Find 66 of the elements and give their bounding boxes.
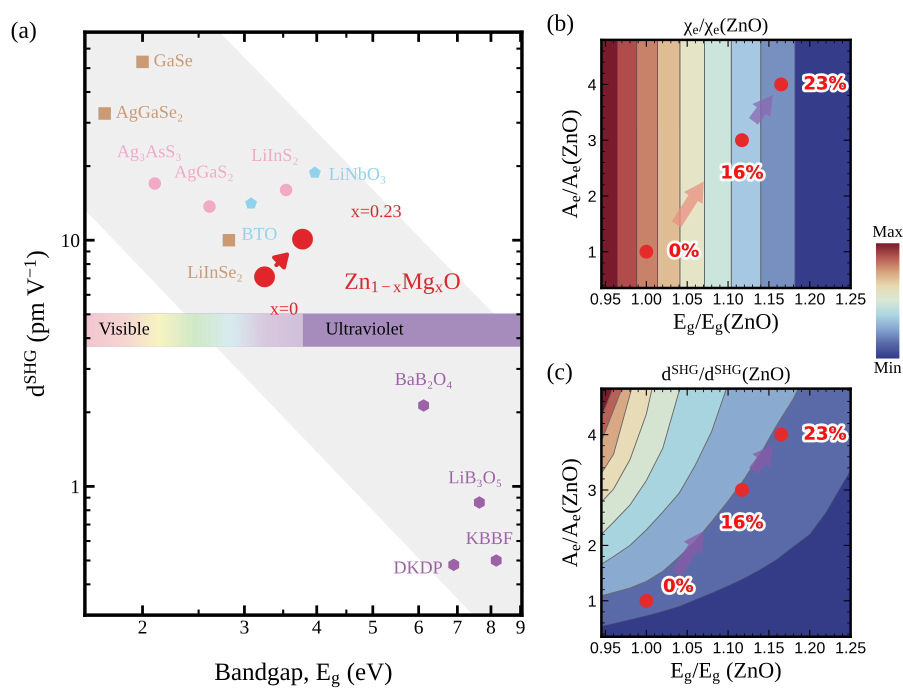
annotation: Ag₃AsS₃: [117, 145, 181, 162]
y-tick-label: 3: [588, 134, 596, 146]
chart-title: χ$_{e}$/χ$_{e}$(ZnO): [684, 18, 768, 36]
x-tick-label: 7: [454, 620, 462, 634]
band-label: Ultraviolet: [326, 322, 404, 335]
annotation: LiInSe₂: [188, 266, 242, 282]
y-tick-label: 4: [588, 429, 596, 440]
annotation: 0%: [664, 578, 694, 592]
x-axis-title: E$_{g}$/E$_{g}$(ZnO): [674, 313, 778, 336]
x-tick-label: 1.10: [714, 642, 743, 654]
x-tick-label: 0.95: [590, 293, 620, 305]
y-tick-label: 10: [62, 234, 80, 248]
annotation: BTO: [242, 228, 277, 240]
x-tick-label: 9: [516, 620, 525, 634]
x-tick-label: 4: [312, 620, 322, 634]
x-tick-label: 1.05: [672, 642, 702, 654]
x-tick-label: 1.25: [836, 293, 866, 305]
y-tick-label: 1: [72, 480, 79, 494]
x-tick-label: 6: [414, 620, 423, 634]
x-tick-label: 1.10: [714, 293, 743, 305]
x-tick-label: 2: [138, 620, 146, 634]
annotation: KBBF: [466, 532, 512, 544]
annotation: 23%: [804, 76, 846, 90]
y-tick-label: 1: [588, 596, 596, 607]
y-tick-label: 2: [588, 190, 596, 202]
x-tick-label: 1.20: [795, 642, 825, 654]
annotation: Visible: [98, 322, 150, 335]
text: Max: [872, 226, 903, 238]
y-tick-label: 1: [588, 246, 596, 258]
y-tick-label: 4: [588, 79, 596, 90]
x-tick-label: 1.25: [836, 642, 866, 654]
x-tick-label: 5: [369, 620, 377, 634]
x-tick-label: 1.00: [632, 642, 662, 654]
x-tick-label: 1.15: [754, 293, 784, 305]
y-axis-title: A$_{e}$/A$_{e}$(ZnO): [562, 459, 582, 568]
x-tick-label: 1.15: [754, 642, 784, 654]
annotation: LiB₃O₅: [448, 471, 502, 487]
x-tick-label: 1.20: [795, 293, 825, 305]
annotation: x=0: [270, 302, 298, 315]
annotation: x=0.23: [350, 205, 401, 218]
annotation: DKDP: [394, 562, 442, 574]
y-tick-label: 2: [588, 540, 596, 552]
text: Min: [874, 362, 902, 373]
text: (b): [548, 14, 574, 36]
y-axis-title: d$^{SHG}$ (pm V$^{−1}$): [24, 251, 50, 396]
x-axis-title: Bandgap, E$_{g}$ (eV): [215, 662, 392, 688]
annotation: BaB₂O₄: [395, 372, 452, 389]
series-label: Zn$_{1−x}$Mg$_{x}$O: [345, 273, 460, 294]
annotation: AgGaS₂: [174, 166, 233, 182]
text: (a): [12, 21, 36, 43]
x-tick-label: 1.00: [632, 293, 662, 305]
annotation: AgGaSe₂: [116, 106, 182, 122]
y-tick-label: 3: [588, 484, 596, 496]
annotation: LiInS₂: [252, 149, 298, 165]
text: (c): [548, 363, 572, 384]
x-tick-label: 0.95: [590, 642, 620, 654]
annotation: 23%: [804, 426, 846, 440]
y-axis-title: A$_{e}$/A$_{e}$(ZnO): [562, 110, 582, 218]
chart-title: d$^{SHG}$/d$^{SHG}$(ZnO): [662, 364, 790, 384]
x-tick-label: 3: [240, 620, 249, 634]
x-tick-label: 8: [486, 620, 496, 634]
annotation: LiNbO₃: [329, 167, 386, 184]
annotation: 16%: [722, 514, 763, 529]
annotation: GaSe: [154, 54, 192, 66]
x-axis-title: E$_{g}$/E$_{g}$ (ZnO): [670, 662, 781, 684]
x-tick-label: 1.05: [672, 293, 702, 305]
